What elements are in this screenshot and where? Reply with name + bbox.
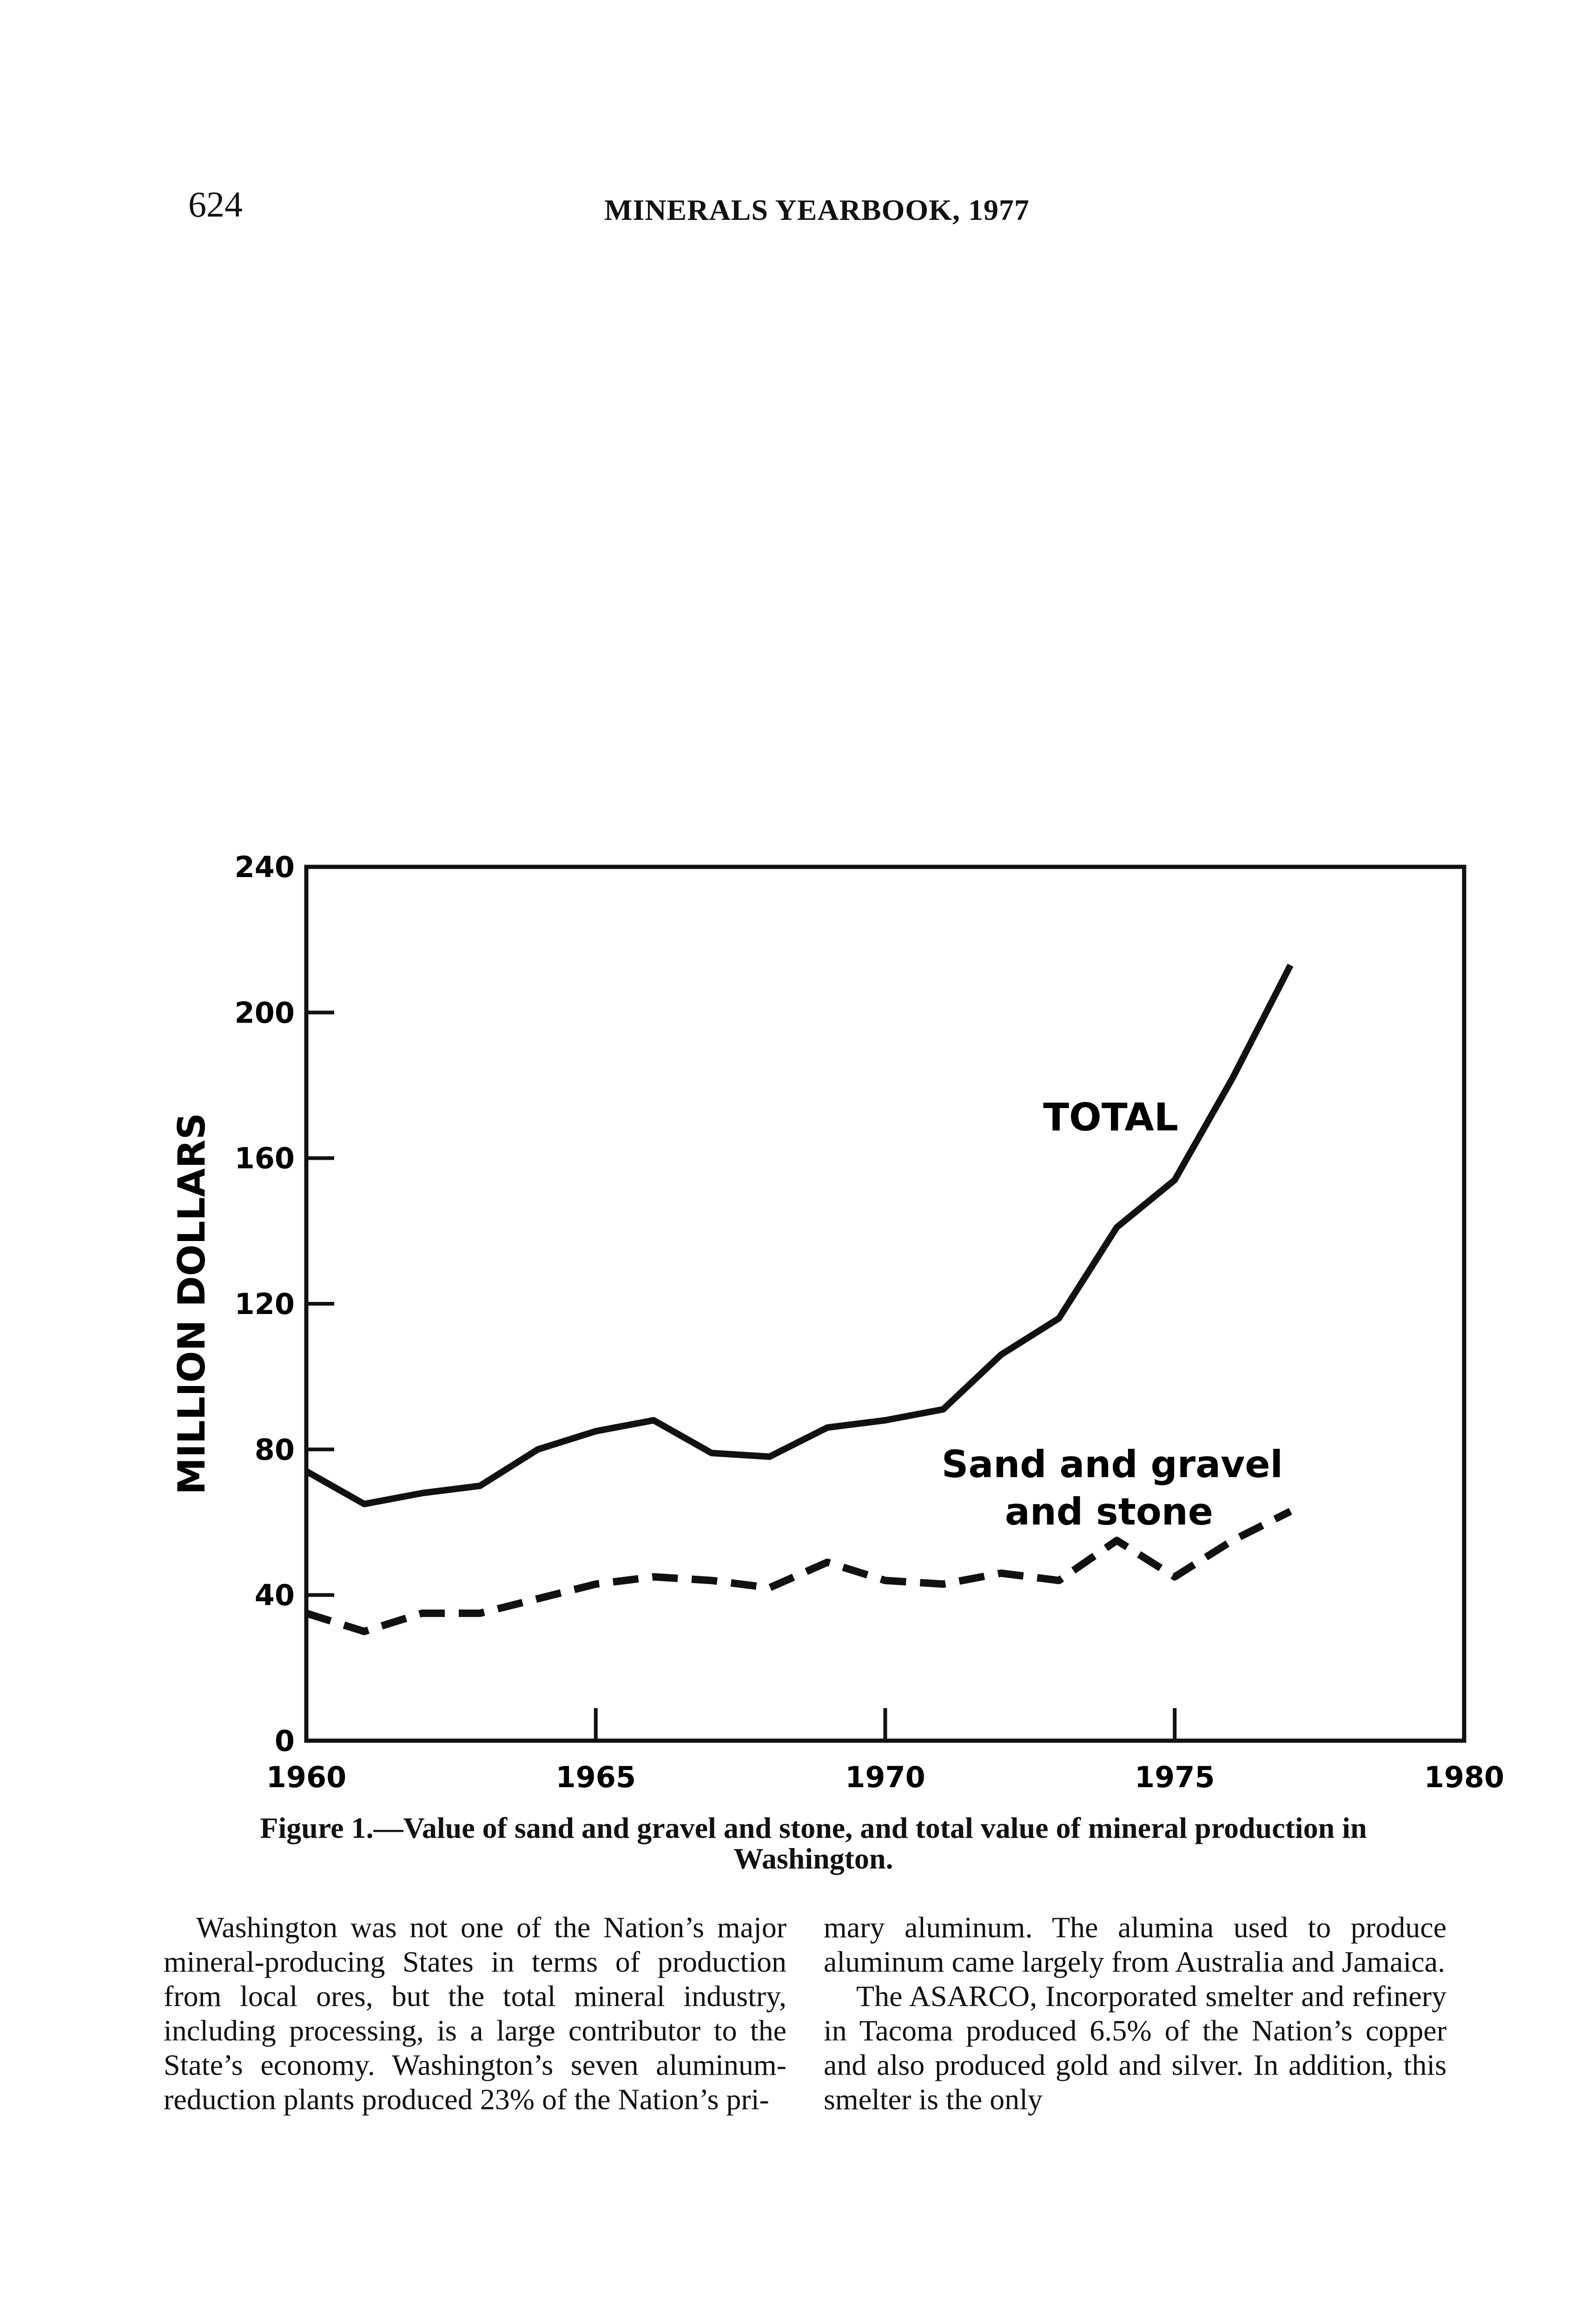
- sand-series-label-line-1: Sand and gravel: [942, 1443, 1283, 1486]
- paragraph: mary aluminum. The alumina used to produ…: [824, 1911, 1447, 1978]
- y-tick-label: 0: [275, 1724, 295, 1758]
- y-tick-label: 120: [235, 1287, 295, 1321]
- total-series-line: [304, 964, 1294, 1507]
- body-column-right: mary aluminum. The alumina used to produ…: [824, 1910, 1447, 2117]
- y-tick-label: 160: [235, 1142, 295, 1175]
- x-tick-label: 1970: [845, 1760, 925, 1794]
- y-tick-label: 200: [235, 996, 295, 1030]
- line-chart: 0 40 80 120 160 200 240 1960 1965 1970 1975 1980 MIL…: [170, 850, 1505, 1794]
- sand-gravel-stone-series-line: [305, 1508, 1292, 1635]
- running-title: MINERALS YEARBOOK, 1977: [604, 193, 1030, 226]
- y-tick-label: 240: [235, 850, 295, 884]
- x-tick-label: 1965: [555, 1760, 636, 1794]
- caption-line-1: Figure 1.—Value of sand and gravel and s…: [260, 1811, 1367, 1844]
- page-number: 624: [188, 184, 243, 224]
- caption-line-2: Washington.: [733, 1842, 893, 1875]
- paragraph: Washington was not one of the Nation’s m…: [164, 1911, 786, 2116]
- x-tick-label: 1960: [266, 1760, 347, 1794]
- y-axis-label: MILLION DOLLARS: [170, 1113, 213, 1494]
- body-column-left: Washington was not one of the Nation’s m…: [164, 1910, 786, 2117]
- sand-series-label-line-2: and stone: [1005, 1490, 1213, 1533]
- y-tick-label: 80: [255, 1433, 295, 1466]
- total-series-label: TOTAL: [1043, 1096, 1178, 1140]
- y-tick-label: 40: [255, 1578, 295, 1612]
- figure-caption: Figure 1.—Value of sand and gravel and s…: [167, 1813, 1460, 1874]
- paragraph: The ASARCO, Incorporated smelter and ref…: [824, 1980, 1447, 2116]
- x-tick-label: 1980: [1424, 1760, 1505, 1794]
- x-tick-label: 1975: [1135, 1760, 1215, 1794]
